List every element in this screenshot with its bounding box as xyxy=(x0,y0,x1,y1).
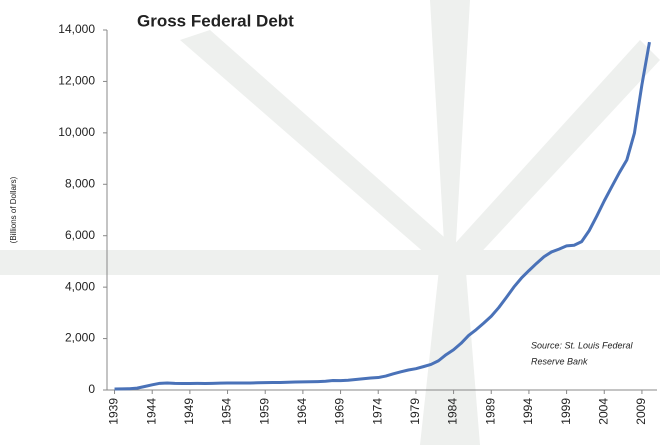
x-tick-label: 2004 xyxy=(596,398,610,425)
x-tick-label: 1954 xyxy=(220,398,234,425)
x-tick-label: 1944 xyxy=(144,398,158,425)
x-tick-label: 1959 xyxy=(257,398,271,425)
y-tick-label: 8,000 xyxy=(65,176,95,190)
star-ray xyxy=(0,250,660,275)
star-ray xyxy=(180,30,470,275)
x-tick-label: 1974 xyxy=(370,398,384,425)
chart-title: Gross Federal Debt xyxy=(137,11,294,30)
y-tick-label: 6,000 xyxy=(65,228,95,242)
y-tick-label: 0 xyxy=(88,382,95,396)
x-tick-label: 1984 xyxy=(446,398,460,425)
x-tick-label: 1939 xyxy=(107,398,121,425)
y-tick-label: 10,000 xyxy=(58,125,95,139)
x-tick-label: 1999 xyxy=(559,398,573,425)
x-tick-label: 1969 xyxy=(333,398,347,425)
y-tick-label: 12,000 xyxy=(58,74,95,88)
y-axis-title: (Billions of Dollars) xyxy=(9,176,18,243)
star-ray xyxy=(430,0,470,260)
x-tick-label: 1989 xyxy=(483,398,497,425)
y-tick-label: 4,000 xyxy=(65,279,95,293)
star-ray xyxy=(440,40,660,275)
x-tick-label: 1964 xyxy=(295,398,309,425)
x-tick-label: 1949 xyxy=(182,398,196,425)
x-tick-label: 2009 xyxy=(634,398,648,425)
y-tick-label: 2,000 xyxy=(65,331,95,345)
x-tick-label: 1979 xyxy=(408,398,422,425)
source-note: Reserve Bank xyxy=(531,356,588,366)
y-tick-label: 14,000 xyxy=(58,22,95,36)
source-note: Source: St. Louis Federal xyxy=(531,340,634,350)
x-tick-label: 1994 xyxy=(521,398,535,425)
data-line xyxy=(114,41,651,391)
